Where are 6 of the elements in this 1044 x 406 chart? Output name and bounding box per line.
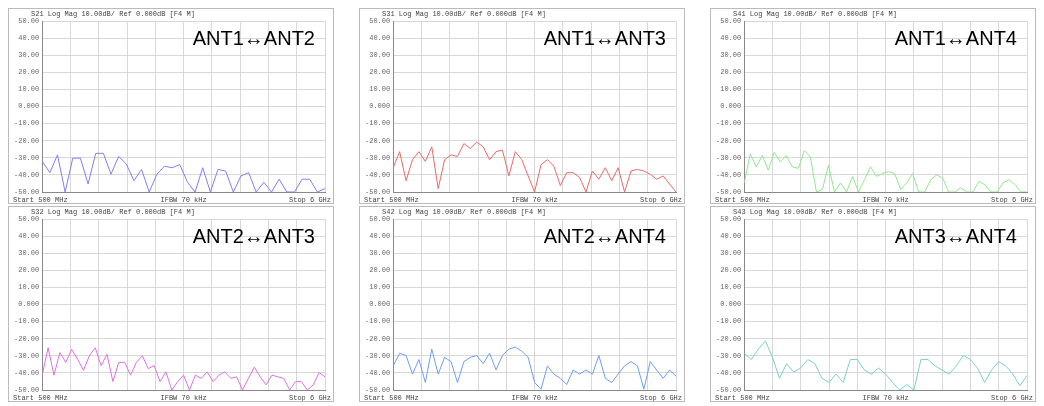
chart-title: ANT1↔ANT4 — [894, 26, 1017, 49]
chart-title: ANT3↔ANT4 — [894, 224, 1017, 247]
chart-title: ANT2↔ANT3 — [192, 224, 315, 247]
chart-title: ANT1↔ANT2 — [192, 26, 315, 49]
chart-title: ANT2↔ANT4 — [543, 224, 666, 247]
chart-title: ANT1↔ANT3 — [543, 26, 666, 49]
